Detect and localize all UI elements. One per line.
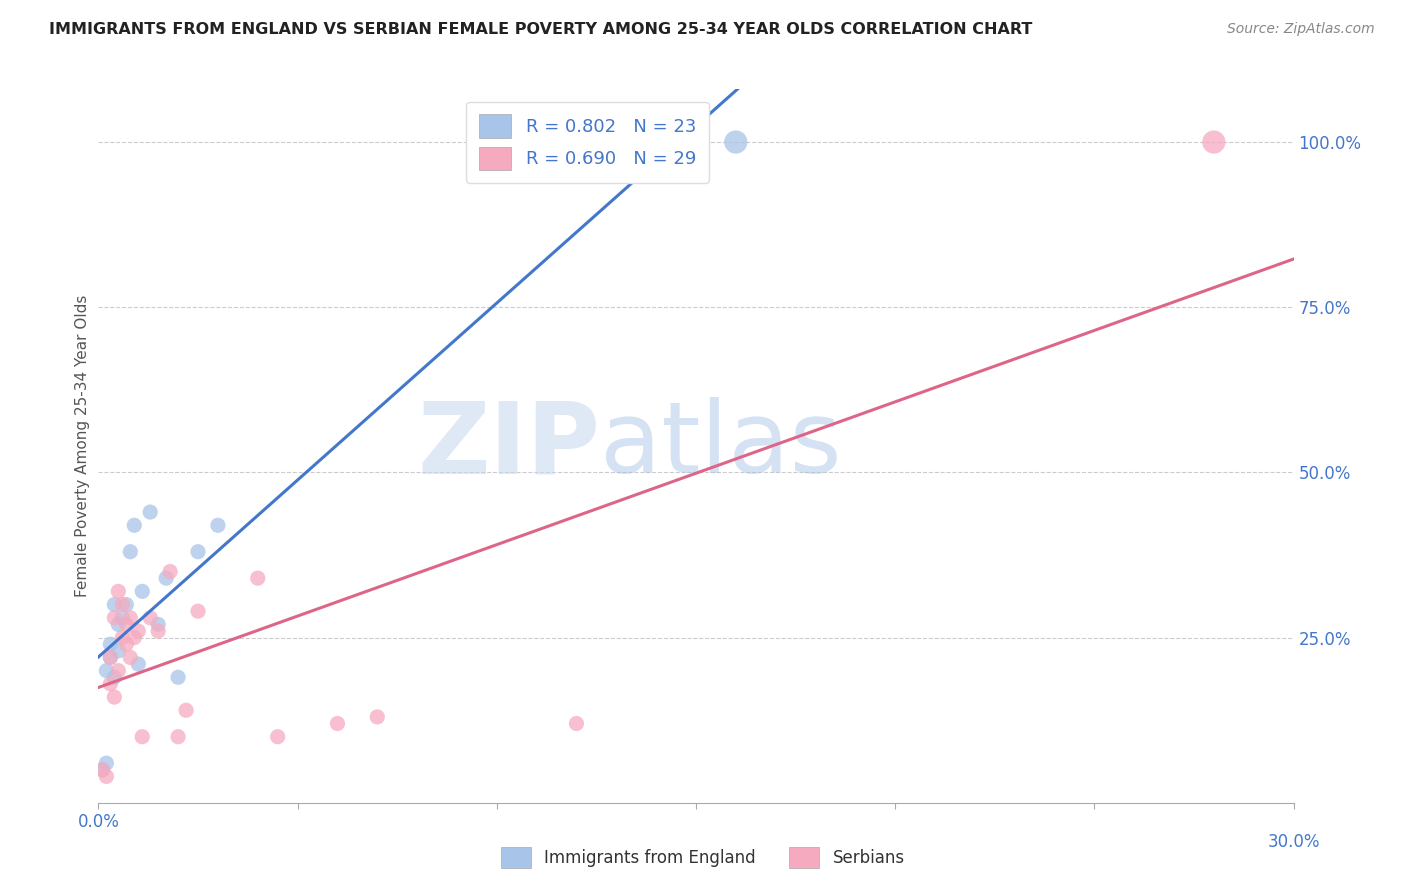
Point: [120, 611, 142, 625]
Point: [98, 650, 122, 665]
Y-axis label: Female Poverty Among 25-34 Year Olds: Female Poverty Among 25-34 Year Olds: [75, 295, 90, 597]
Point: [131, 730, 153, 744]
Point: [139, 611, 162, 625]
Point: [107, 664, 129, 678]
Point: [267, 730, 290, 744]
Point: [98, 650, 122, 665]
Point: [565, 716, 588, 731]
Point: [155, 571, 177, 585]
Point: [124, 518, 146, 533]
Point: [120, 650, 142, 665]
Point: [91, 763, 114, 777]
Point: [107, 584, 129, 599]
Point: [103, 611, 125, 625]
Point: [724, 135, 747, 149]
Point: [174, 703, 197, 717]
Point: [246, 571, 269, 585]
Point: [103, 598, 125, 612]
Point: [98, 637, 122, 651]
Point: [148, 624, 170, 638]
Legend: Immigrants from England, Serbians: Immigrants from England, Serbians: [495, 840, 911, 875]
Point: [96, 769, 118, 783]
Point: [167, 730, 190, 744]
Point: [120, 545, 142, 559]
Point: [1202, 135, 1225, 149]
Text: ZIP: ZIP: [418, 398, 600, 494]
Point: [103, 690, 125, 704]
Point: [115, 617, 138, 632]
Point: [326, 716, 349, 731]
Point: [167, 670, 190, 684]
Text: 30.0%: 30.0%: [1267, 833, 1320, 851]
Point: [148, 617, 170, 632]
Point: [96, 664, 118, 678]
Point: [187, 604, 209, 618]
Point: [131, 584, 153, 599]
Point: [139, 505, 162, 519]
Point: [207, 518, 229, 533]
Point: [91, 763, 114, 777]
Point: [107, 617, 129, 632]
Point: [159, 565, 181, 579]
Point: [605, 142, 627, 156]
Point: [366, 710, 388, 724]
Point: [115, 637, 138, 651]
Point: [96, 756, 118, 771]
Point: [115, 598, 138, 612]
Point: [111, 598, 134, 612]
Point: [107, 644, 129, 658]
Point: [98, 677, 122, 691]
Point: [111, 611, 134, 625]
Text: IMMIGRANTS FROM ENGLAND VS SERBIAN FEMALE POVERTY AMONG 25-34 YEAR OLDS CORRELAT: IMMIGRANTS FROM ENGLAND VS SERBIAN FEMAL…: [49, 22, 1032, 37]
Point: [127, 624, 149, 638]
Point: [111, 631, 134, 645]
Text: atlas: atlas: [600, 398, 842, 494]
Text: Source: ZipAtlas.com: Source: ZipAtlas.com: [1227, 22, 1375, 37]
Point: [124, 631, 146, 645]
Legend: R = 0.802   N = 23, R = 0.690   N = 29: R = 0.802 N = 23, R = 0.690 N = 29: [465, 102, 709, 183]
Point: [187, 545, 209, 559]
Point: [103, 670, 125, 684]
Point: [127, 657, 149, 671]
